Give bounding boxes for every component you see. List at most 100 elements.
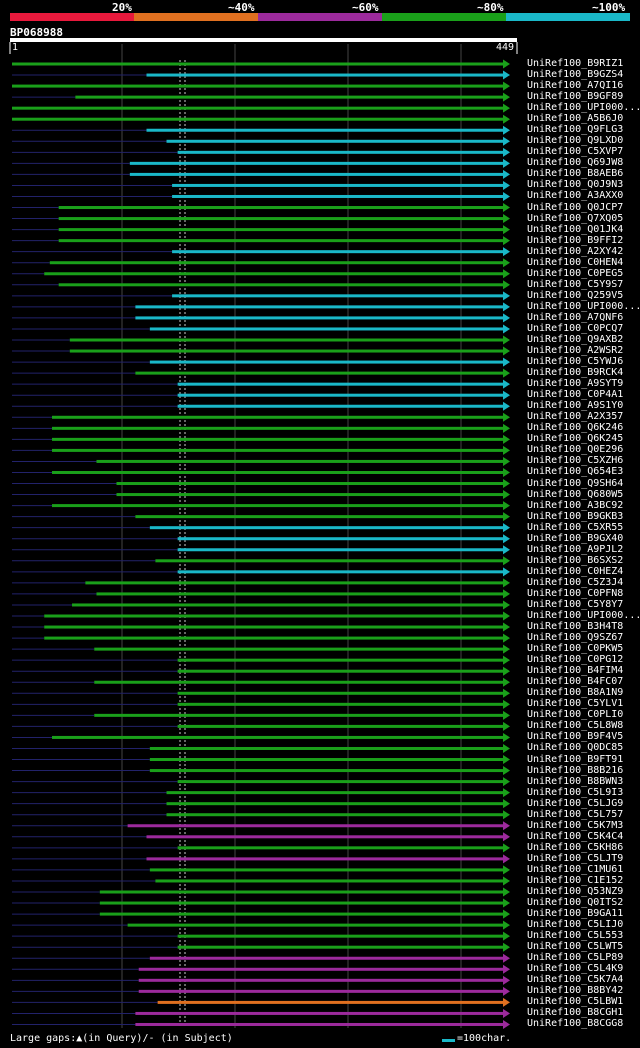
- hit-label[interactable]: UniRef100_A3AXX0: [527, 190, 624, 202]
- hit-label[interactable]: UniRef100_Q6K246: [527, 422, 624, 434]
- hit-label[interactable]: UniRef100_B8B216: [527, 764, 624, 776]
- hit-label[interactable]: UniRef100_C5Z3J4: [527, 576, 624, 588]
- hit-label[interactable]: UniRef100_C5L8W8: [527, 720, 624, 732]
- hit-label[interactable]: UniRef100_B9GKB3: [527, 510, 624, 522]
- hit-label[interactable]: UniRef100_C5Y8Y7: [527, 598, 624, 610]
- hit-label[interactable]: UniRef100_Q680W5: [527, 488, 624, 500]
- hit-label[interactable]: UniRef100_B8CGH1: [527, 1007, 624, 1019]
- hit-label[interactable]: UniRef100_Q0DC85: [527, 742, 624, 754]
- hit-end-arrow: [503, 799, 510, 809]
- hit-label[interactable]: UniRef100_B9GX40: [527, 532, 624, 544]
- hit-label[interactable]: UniRef100_B8CGG8: [527, 1018, 624, 1030]
- hit-bar: [172, 250, 505, 254]
- hit-label[interactable]: UniRef100_A7QNF6: [527, 311, 624, 323]
- hit-label[interactable]: UniRef100_A2WSR2: [527, 345, 624, 357]
- hit-label[interactable]: UniRef100_A9SYT9: [527, 378, 624, 390]
- hit-label[interactable]: UniRef100_C0PG12: [527, 654, 624, 666]
- hit-label[interactable]: UniRef100_Q69JW8: [527, 157, 624, 169]
- hit-label[interactable]: UniRef100_A7QI16: [527, 80, 624, 92]
- hit-label[interactable]: UniRef100_C5KH86: [527, 841, 624, 853]
- hit-bar: [172, 294, 505, 298]
- hit-bar: [129, 172, 504, 176]
- hit-label[interactable]: UniRef100_B9RIZ1: [527, 58, 624, 69]
- hit-label[interactable]: UniRef100_B9GA11: [527, 908, 624, 920]
- hit-label[interactable]: UniRef100_A9S1Y0: [527, 400, 624, 412]
- hit-label[interactable]: UniRef100_Q6K245: [527, 433, 624, 445]
- hit-label[interactable]: UniRef100_Q9SH64: [527, 477, 624, 489]
- hit-label[interactable]: UniRef100_B9GF89: [527, 91, 624, 103]
- hit-label[interactable]: UniRef100_C1E152: [527, 874, 624, 886]
- hit-label[interactable]: UniRef100_B3H4T8: [527, 621, 624, 633]
- hit-label[interactable]: UniRef100_C5LJT9: [527, 852, 624, 864]
- hit-label[interactable]: UniRef100_C5LWT5: [527, 941, 624, 953]
- hit-label[interactable]: UniRef100_C0PLI0: [527, 709, 624, 721]
- hit-label[interactable]: UniRef100_UPI000...: [527, 300, 640, 312]
- hit-label[interactable]: UniRef100_B8BWN3: [527, 775, 624, 787]
- hit-label[interactable]: UniRef100_C5YWJ6: [527, 356, 624, 368]
- hit-label[interactable]: UniRef100_A9PJL2: [527, 543, 624, 555]
- hit-label[interactable]: UniRef100_C0PKW5: [527, 643, 624, 655]
- hit-label[interactable]: UniRef100_Q259V5: [527, 289, 624, 301]
- hit-label[interactable]: UniRef100_C5XZH6: [527, 455, 624, 467]
- hit-label[interactable]: UniRef100_C1MU61: [527, 863, 624, 875]
- hit-bar: [69, 338, 504, 342]
- hit-label[interactable]: UniRef100_Q0ITS2: [527, 897, 624, 909]
- hit-label[interactable]: UniRef100_A2XY42: [527, 245, 624, 257]
- hit-label[interactable]: UniRef100_C5K7M3: [527, 819, 624, 831]
- hit-label[interactable]: UniRef100_C0PCQ7: [527, 322, 624, 334]
- hit-label[interactable]: UniRef100_C5Y9S7: [527, 278, 624, 290]
- hit-label[interactable]: UniRef100_C5XVP7: [527, 146, 624, 158]
- hit-bar: [58, 217, 504, 221]
- hit-label[interactable]: UniRef100_C0PEG5: [527, 267, 624, 279]
- hit-label[interactable]: UniRef100_C0PFN8: [527, 587, 624, 599]
- hit-label[interactable]: UniRef100_B4FC07: [527, 676, 624, 688]
- hit-label[interactable]: UniRef100_B9RCK4: [527, 367, 624, 379]
- hit-label[interactable]: UniRef100_A3BC92: [527, 499, 624, 511]
- hit-label[interactable]: UniRef100_B8AEB6: [527, 168, 624, 180]
- hit-label[interactable]: UniRef100_C5L9I3: [527, 786, 624, 798]
- hit-label[interactable]: UniRef100_B9F4V5: [527, 731, 624, 743]
- hit-label[interactable]: UniRef100_C5L757: [527, 808, 624, 820]
- hit-label[interactable]: UniRef100_C5YLV1: [527, 698, 624, 710]
- hit-label[interactable]: UniRef100_A5B6J0: [527, 113, 624, 125]
- hit-label[interactable]: UniRef100_Q0J9N3: [527, 179, 624, 191]
- hit-label[interactable]: UniRef100_C5LIJ0: [527, 919, 624, 931]
- hit-label[interactable]: UniRef100_C5XR55: [527, 521, 624, 533]
- hit-label[interactable]: UniRef100_Q7XQ05: [527, 212, 624, 224]
- hit-bar: [149, 327, 504, 331]
- hit-label[interactable]: UniRef100_A2X357: [527, 411, 624, 423]
- hit-label[interactable]: UniRef100_Q9AXB2: [527, 334, 624, 345]
- hit-label[interactable]: UniRef100_Q53NZ9: [527, 886, 624, 897]
- hit-label[interactable]: UniRef100_C5LJG9: [527, 797, 624, 809]
- hit-label[interactable]: UniRef100_C0HEN4: [527, 256, 624, 268]
- hit-label[interactable]: UniRef100_C5K7A4: [527, 974, 624, 986]
- hit-label[interactable]: UniRef100_C0P4A1: [527, 389, 624, 401]
- hit-label[interactable]: UniRef100_Q0E296: [527, 444, 624, 456]
- hit-label[interactable]: UniRef100_B8A1N9: [527, 687, 624, 699]
- hit-label[interactable]: UniRef100_UPI000...: [527, 102, 640, 114]
- hit-label[interactable]: UniRef100_C0HEZ4: [527, 565, 624, 577]
- hit-end-arrow: [503, 699, 510, 709]
- hit-label[interactable]: UniRef100_Q9FLG3: [527, 124, 624, 136]
- hit-label[interactable]: UniRef100_Q654E3: [527, 466, 624, 478]
- hit-label[interactable]: UniRef100_C5L4K9: [527, 963, 624, 975]
- hit-label[interactable]: UniRef100_Q01JK4: [527, 223, 624, 235]
- hit-label[interactable]: UniRef100_C5L553: [527, 930, 624, 942]
- hit-label[interactable]: UniRef100_B9FFI2: [527, 234, 624, 246]
- hit-label[interactable]: UniRef100_B9FT91: [527, 753, 624, 765]
- hit-end-arrow: [503, 214, 510, 224]
- hit-label[interactable]: UniRef100_C5LBW1: [527, 996, 624, 1008]
- hit-label[interactable]: UniRef100_Q9SZ67: [527, 632, 624, 644]
- hit-label[interactable]: UniRef100_B6SXS2: [527, 554, 624, 566]
- hit-label[interactable]: UniRef100_B4FIM4: [527, 665, 624, 677]
- hit-label[interactable]: UniRef100_B9GZS4: [527, 69, 624, 81]
- hit-label[interactable]: UniRef100_B8BY42: [527, 985, 624, 997]
- hit-label[interactable]: UniRef100_C5K4C4: [527, 830, 624, 842]
- hit-end-arrow: [503, 766, 510, 776]
- hit-end-arrow: [503, 589, 510, 599]
- hit-label[interactable]: UniRef100_Q9LXD0: [527, 135, 624, 147]
- hit-label[interactable]: UniRef100_C5LP89: [527, 952, 624, 964]
- hit-label[interactable]: UniRef100_UPI000...: [527, 610, 640, 621]
- hit-label[interactable]: UniRef100_Q0JCP7: [527, 201, 624, 213]
